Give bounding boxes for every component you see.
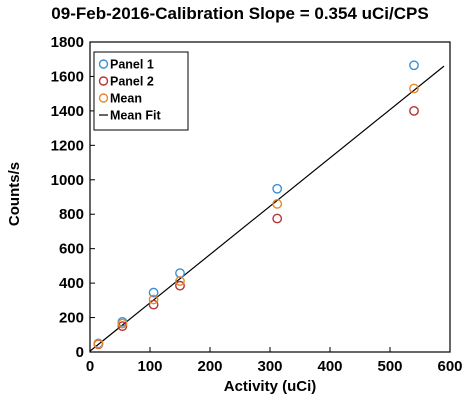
- x-tick-label: 300: [257, 358, 282, 375]
- x-tick-label: 400: [317, 358, 342, 375]
- legend-panel-1-label: Panel 1: [110, 58, 154, 72]
- y-tick-label: 1600: [51, 68, 84, 85]
- x-tick-label: 100: [137, 358, 162, 375]
- panel-1-point: [409, 60, 419, 71]
- x-axis-label: Activity (uCi): [224, 378, 317, 395]
- legend-panel-2-swatch: [98, 76, 109, 86]
- data-markers: [93, 60, 419, 350]
- y-tick-label: 600: [59, 241, 84, 258]
- legend-mean-label: Mean: [110, 92, 142, 106]
- panel-2-point: [148, 299, 159, 310]
- legend-box: [93, 51, 189, 131]
- chart-title: 09-Feb-2016-Calibration Slope = 0.354 uC…: [51, 4, 428, 23]
- y-axis: 0 200 400 600 800 1000 1200 1400 1600 1800: [51, 34, 95, 361]
- y-axis-label: Counts/s: [6, 162, 23, 226]
- mean-point: [148, 294, 159, 305]
- legend-mean-swatch: [98, 93, 109, 103]
- mean-point: [93, 338, 104, 349]
- y-tick-label: 800: [59, 206, 84, 223]
- y-tick-label: 0: [76, 344, 84, 361]
- y-tick-label: 1400: [51, 103, 84, 120]
- panel-2-point: [409, 105, 419, 116]
- x-tick-label: 500: [377, 358, 402, 375]
- x-tick-label: 600: [437, 358, 462, 375]
- mean-point: [175, 276, 185, 286]
- x-tick-label: 0: [86, 358, 94, 375]
- legend-panel-2-label: Panel 2: [110, 75, 154, 89]
- legend-mean-fit-label: Mean Fit: [110, 109, 162, 123]
- x-axis: 0 100 200 300 400 500 600: [86, 347, 463, 375]
- y-tick-label: 1800: [51, 34, 84, 51]
- panel-2-point: [175, 280, 185, 291]
- panel-2-point: [272, 213, 283, 224]
- panel-2-point: [117, 321, 128, 332]
- mean-point: [409, 83, 419, 94]
- y-tick-label: 1200: [51, 137, 84, 154]
- mean-point: [272, 198, 283, 209]
- y-tick-label: 1000: [51, 172, 84, 189]
- x-tick-label: 200: [197, 358, 222, 375]
- mean-point: [117, 318, 128, 329]
- panel-1-point: [272, 183, 283, 194]
- y-tick-label: 400: [59, 275, 84, 292]
- panel-1-point: [148, 287, 159, 298]
- y-tick-label: 200: [59, 310, 84, 327]
- legend: Panel 1 Panel 2 Mean Mean Fit: [93, 51, 189, 131]
- legend-panel-1-swatch: [98, 59, 109, 69]
